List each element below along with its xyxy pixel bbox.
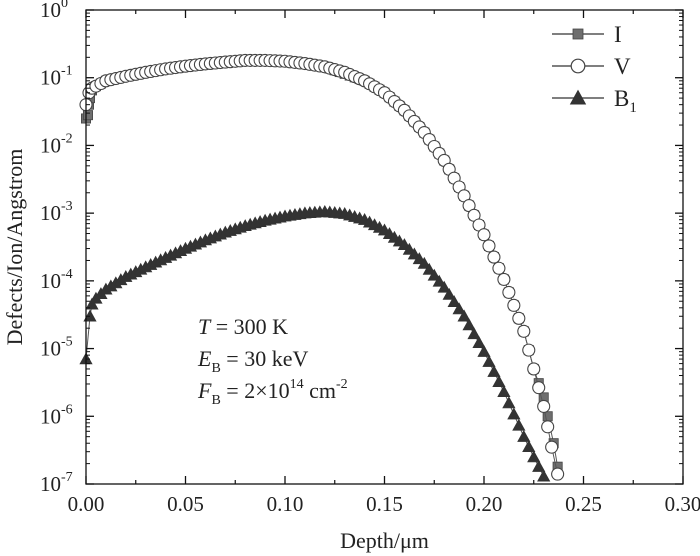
data-point: [447, 295, 461, 308]
data-point: [492, 261, 506, 275]
data-point: [437, 280, 451, 293]
data-point: [462, 318, 476, 331]
y-tick-label: 10-4: [40, 267, 73, 293]
data-point: [417, 256, 431, 269]
data-point: [517, 429, 531, 442]
y-tick-label: 10-5: [40, 335, 73, 361]
data-point: [482, 239, 496, 253]
x-tick-label: 0.00: [68, 492, 105, 516]
data-point: [432, 274, 446, 287]
data-point: [452, 302, 466, 315]
data-point: [482, 354, 496, 367]
data-point: [457, 309, 471, 322]
data-point: [497, 385, 511, 397]
y-axis-label: Defects/Ion/Angstrom: [2, 149, 27, 346]
data-point: [541, 420, 555, 434]
x-axis-label: Depth/μm: [340, 528, 429, 553]
x-tick-label: 0.10: [267, 492, 304, 516]
data-point: [422, 262, 436, 275]
legend-label: I: [614, 22, 622, 47]
data-point: [427, 268, 441, 281]
data-point: [502, 285, 516, 299]
x-tick-label: 0.30: [665, 492, 700, 516]
data-point: [527, 450, 541, 463]
series-b1: [79, 204, 551, 482]
x-tick-label: 0.25: [565, 492, 602, 516]
legend-label: V: [614, 54, 631, 79]
data-point: [502, 396, 516, 409]
y-tick-label: 10-1: [40, 64, 73, 90]
legend-label: B1: [614, 86, 637, 116]
data-point: [522, 343, 536, 357]
legend: IV B1: [552, 22, 637, 116]
data-point: [85, 297, 99, 310]
data-point: [542, 411, 553, 422]
data-point: [477, 228, 491, 242]
y-tick-label: 100: [40, 0, 68, 22]
y-tick-label: 10-2: [40, 131, 73, 157]
data-point: [522, 440, 536, 453]
legend-marker: [569, 89, 587, 105]
x-tick-label: 0.05: [167, 492, 204, 516]
data-point: [467, 327, 481, 340]
data-point: [492, 375, 506, 387]
data-point: [537, 469, 551, 482]
data-point: [527, 362, 541, 376]
data-point: [545, 440, 559, 454]
data-point: [537, 399, 551, 413]
data-point: [497, 272, 511, 286]
x-tick-label: 0.15: [366, 492, 403, 516]
data-point: [82, 110, 93, 121]
legend-marker: [570, 58, 586, 74]
data-point: [507, 407, 521, 420]
data-point: [517, 324, 531, 338]
data-point: [512, 311, 526, 325]
data-point: [487, 365, 501, 377]
data-point: [477, 344, 491, 357]
data-point: [442, 287, 456, 300]
y-tick-label: 10-6: [40, 402, 73, 428]
x-tick-label: 0.20: [466, 492, 503, 516]
data-point: [472, 336, 486, 348]
annotation-line: T = 300 K: [198, 314, 288, 339]
data-point: [532, 381, 546, 395]
data-point: [551, 467, 565, 481]
annotation-line: EB = 30 keV: [197, 346, 308, 376]
data-point: [532, 459, 546, 472]
data-point: [507, 298, 521, 312]
data-point: [487, 250, 501, 264]
legend-marker: [572, 28, 584, 40]
series-v: [79, 53, 565, 481]
y-tick-label: 10-3: [40, 199, 73, 225]
data-point: [512, 418, 526, 431]
data-point: [83, 309, 97, 322]
y-tick-label: 10-7: [40, 470, 73, 496]
annotation-line: FB = 2×1014 cm-2: [197, 377, 348, 408]
